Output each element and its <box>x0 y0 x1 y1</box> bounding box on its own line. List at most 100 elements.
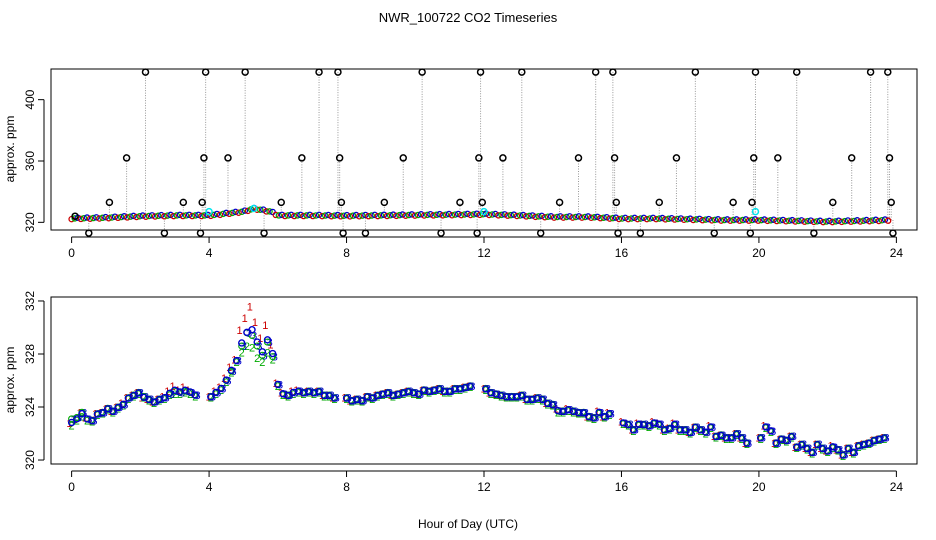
top-x-axis: 0 4 8 12 16 20 24 <box>68 236 903 260</box>
top-baseline-point <box>751 216 759 223</box>
bottom-series-1-label: 1 <box>685 427 691 439</box>
top-baseline-point <box>776 217 784 224</box>
top-baseline-point <box>111 213 119 220</box>
top-baseline-point <box>272 211 279 219</box>
bottom-series-1-label: 1 <box>236 325 242 337</box>
top-baseline-point <box>584 213 592 220</box>
top-baseline-point <box>801 218 808 225</box>
top-baseline-point <box>733 216 740 223</box>
bottom-series-2-label: 2 <box>326 391 332 403</box>
top-baseline-point <box>857 218 864 225</box>
bottom-series-2-label: 2 <box>687 429 693 441</box>
bottom-series-3-label: 3 <box>741 432 747 444</box>
top-baseline-point <box>439 212 447 219</box>
top-baseline-point <box>114 214 122 222</box>
top-baseline-point <box>863 216 870 224</box>
top-baseline-point <box>281 212 289 220</box>
bottom-series-3-label: 3 <box>81 407 87 419</box>
top-baseline-point <box>686 215 694 222</box>
bottom-series-1-label: 1 <box>278 387 284 399</box>
top-baseline-point <box>841 217 849 225</box>
bottom-mean-point <box>502 393 511 401</box>
bottom-series-2-label: 2 <box>825 447 831 459</box>
bottom-mean-point <box>523 395 531 404</box>
bottom-mean-point <box>787 432 796 441</box>
top-baseline-point <box>257 206 264 213</box>
top-baseline-point <box>637 215 644 222</box>
top-baseline-point <box>553 213 561 221</box>
top-baseline-point <box>504 212 511 219</box>
top-baseline-point <box>646 215 654 222</box>
top-baseline-point <box>352 211 360 219</box>
top-baseline-point <box>569 214 576 221</box>
bottom-mean-point <box>222 376 230 384</box>
top-spike-point <box>499 154 507 162</box>
bottom-mean-point <box>274 380 282 389</box>
bottom-series-3-label: 3 <box>102 407 108 419</box>
top-baseline-point <box>826 217 833 225</box>
top-baseline-point <box>705 215 712 223</box>
bottom-series-2-label: 2 <box>390 391 396 403</box>
bottom-mean-point <box>722 434 730 442</box>
top-baseline-point <box>736 217 743 224</box>
bottom-series-2-label: 2 <box>452 385 458 397</box>
bottom-series-2-label: 2 <box>545 399 551 411</box>
bottom-series-2-label: 2 <box>503 393 509 405</box>
bottom-series-2-label: 2 <box>850 448 856 460</box>
bottom-series-3-label: 3 <box>272 352 278 364</box>
bottom-series-3-label: 3 <box>138 387 144 399</box>
top-baseline-point <box>764 217 771 225</box>
bottom-series-3-label: 3 <box>418 389 424 401</box>
top-baseline-point <box>226 210 233 218</box>
top-baseline-point <box>807 217 815 224</box>
bottom-mean-point <box>440 387 449 396</box>
top-baseline-point <box>408 211 416 218</box>
bottom-series-2-label: 2 <box>718 431 724 443</box>
top-baseline-point <box>96 215 103 222</box>
top-baseline-point <box>427 210 434 218</box>
top-baseline-point <box>451 211 459 218</box>
top-baseline-point <box>829 218 836 226</box>
bottom-series-3-label: 3 <box>133 390 139 402</box>
bottom-series-3-label: 3 <box>633 425 639 437</box>
bottom-series-1-label: 1 <box>706 421 712 433</box>
top-baseline-point <box>405 211 412 219</box>
top-baseline-point <box>297 211 304 219</box>
top-baseline-point <box>424 211 431 219</box>
top-baseline-point <box>739 216 747 224</box>
bottom-series-1-label: 1 <box>721 432 727 444</box>
top-baseline-point <box>368 212 375 219</box>
bottom-series-2-label: 2 <box>661 426 667 438</box>
top-baseline-point <box>761 216 768 223</box>
bottom-x-tick-label: 4 <box>206 480 213 494</box>
top-baseline-point <box>544 213 552 221</box>
top-baseline-point <box>77 215 85 223</box>
bottom-series-3-label: 3 <box>153 397 159 409</box>
top-baseline-point <box>782 218 790 225</box>
bottom-series-2-label: 2 <box>641 421 647 433</box>
bottom-mean-point <box>880 434 889 442</box>
bottom-series-2-label: 2 <box>728 434 734 446</box>
bottom-y-tick-label: 324 <box>23 397 37 417</box>
bottom-mean-point <box>217 384 225 393</box>
top-spike-point <box>475 154 483 162</box>
bottom-mean-point <box>701 428 710 436</box>
top-baseline-point <box>108 214 116 221</box>
top-baseline-point <box>312 212 320 219</box>
top-baseline-point <box>510 211 518 218</box>
bottom-mean-point <box>507 393 516 401</box>
top-baseline-point <box>359 212 366 219</box>
top-baseline-point <box>195 211 202 219</box>
bottom-series-3-label: 3 <box>801 439 807 451</box>
top-baseline-point <box>501 211 508 218</box>
bottom-mean-point <box>756 434 765 442</box>
top-baseline-point <box>541 213 549 221</box>
top-baseline-point <box>693 216 700 223</box>
top-baseline-point <box>402 212 409 219</box>
bottom-series-1-label: 1 <box>828 440 834 452</box>
top-baseline-point <box>835 217 842 224</box>
bottom-series-1-label: 1 <box>584 411 590 423</box>
bottom-series-2-label: 2 <box>270 354 276 366</box>
top-baseline-point <box>516 212 524 219</box>
top-spike-point <box>200 154 208 162</box>
